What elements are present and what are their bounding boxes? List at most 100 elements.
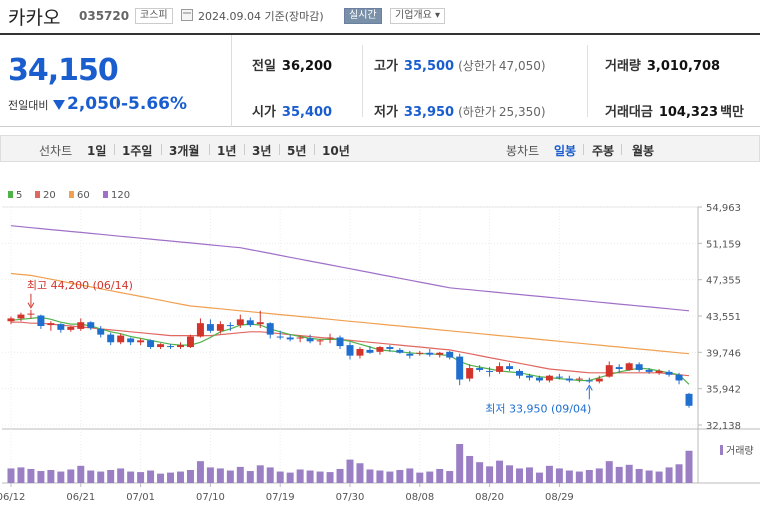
volume-bar [436, 468, 444, 483]
volume-bar [246, 471, 254, 483]
high-value: 35,500 [403, 59, 455, 74]
ma20-line [11, 321, 690, 377]
line-chart-label: 선차트 [39, 144, 73, 158]
period-3y[interactable]: 3년 [252, 144, 272, 158]
candle-body [27, 313, 35, 315]
x-tick-label: 08/20 [475, 492, 504, 503]
candle-body [346, 345, 354, 356]
candle-body [675, 374, 683, 381]
price-summary: 34,150 전일대비 2,050 -5.66% 전일 36,200 고가 35,5… [0, 33, 760, 127]
volume-bar [356, 463, 364, 483]
legend-swatch [35, 191, 40, 198]
period-divider [314, 144, 315, 155]
candle-body [436, 352, 444, 355]
period-divider [583, 144, 584, 155]
stock-header: 카카오 035720 코스피 2024.09.04 기준(장마감) 실시간 기업… [0, 0, 760, 32]
stats-divider [587, 45, 588, 117]
upper-limit-label: (상한가 [458, 59, 496, 73]
x-tick-label: 08/08 [405, 492, 434, 503]
stats-grid: 전일 36,200 고가 35,500 (상한가 47,050) 거래량 3,010,70… [232, 35, 760, 127]
candle-body [635, 364, 643, 370]
period-bar: 선차트 1일 1주일 3개월 1년 3년 5년 10년 봉차트 일봉 주봉 월봉 [0, 135, 760, 162]
volume-bar [306, 470, 314, 483]
volume-bar [655, 471, 663, 483]
volume-bar [525, 467, 533, 483]
ma60-line [10, 272, 690, 355]
volume-bar [555, 468, 563, 483]
candle-chart-label: 봉차트 [506, 144, 540, 158]
company-info-dropdown[interactable]: 기업개요 ▾ [390, 8, 445, 24]
high-label: 고가 [374, 59, 398, 74]
y-tick-label: 43,551 [706, 312, 741, 323]
period-1y[interactable]: 1년 [217, 144, 237, 158]
volume-bar [466, 455, 474, 483]
candle-body [575, 378, 583, 380]
down-arrow-icon [53, 100, 65, 110]
high-price: 고가 35,500 (상한가 47,050) [374, 55, 546, 74]
candle-body [466, 368, 474, 379]
open-value: 35,400 [281, 105, 333, 120]
legend-label: 60 [77, 190, 90, 201]
price-box: 34,150 전일대비 2,050 -5.66% [0, 35, 232, 127]
candle-daily[interactable]: 일봉 [554, 144, 577, 158]
volume-bar [575, 471, 583, 483]
candle-weekly[interactable]: 주봉 [592, 144, 615, 158]
volume-bar [605, 461, 613, 483]
candle-body [685, 393, 693, 406]
x-tick-label: 07/19 [266, 492, 295, 503]
period-10y[interactable]: 10년 [322, 144, 350, 158]
company-name: 카카오 [8, 7, 61, 29]
volume-bar [685, 450, 693, 483]
legend-swatch [8, 191, 13, 198]
volume-bar [476, 462, 484, 483]
stock-chart: 5 20 60 120 54,963 51,159 47,355 43,551 39,746 35… [0, 183, 760, 510]
period-3m[interactable]: 3개월 [169, 144, 200, 158]
volume-bar [376, 470, 384, 483]
candle-body [406, 353, 414, 356]
period-5y[interactable]: 5년 [287, 144, 307, 158]
change-value: 2,050 [67, 94, 121, 114]
y-tick-label: 35,942 [706, 385, 741, 396]
candle-body [226, 325, 234, 327]
period-divider [279, 144, 280, 155]
y-tick-label: 54,963 [706, 203, 741, 214]
realtime-button[interactable]: 실시간 [344, 8, 382, 24]
candle-body [206, 324, 214, 331]
volume-bar [316, 471, 324, 483]
calendar-icon [181, 9, 193, 21]
period-divider [209, 144, 210, 155]
candle-body [127, 338, 135, 343]
candle-body [87, 322, 95, 328]
volume-bar [157, 473, 165, 483]
volume-bar [386, 471, 394, 483]
candle-body [157, 344, 165, 348]
market-badge: 코스피 [135, 8, 173, 24]
candle-body [167, 346, 175, 348]
volume-bar [486, 466, 494, 483]
candle-body [97, 328, 105, 335]
candle-chart-svg: 5 20 60 120 54,963 51,159 47,355 43,551 39,746 35… [0, 190, 760, 503]
candle-body [107, 334, 115, 343]
candle-body [516, 370, 523, 376]
period-1d[interactable]: 1일 [87, 144, 107, 158]
volume-bar [27, 468, 35, 483]
x-tick-label: 07/10 [196, 492, 225, 503]
candle-monthly[interactable]: 월봉 [632, 144, 655, 158]
x-tick-label: 06/12 [0, 492, 25, 503]
candle-body [545, 375, 553, 381]
candle-body [137, 340, 145, 343]
stats-divider [362, 45, 363, 117]
candle-body [216, 324, 224, 331]
x-tick-label: 07/30 [336, 492, 365, 503]
volume-bar [406, 468, 414, 483]
change-label: 전일대비 [8, 99, 49, 112]
volume-bar [645, 470, 653, 483]
volume-bar [396, 470, 404, 483]
volume-bar [496, 460, 504, 483]
trade-value: 거래대금 104,323 백만 [605, 101, 744, 120]
period-divider [161, 144, 162, 155]
volume-bar [127, 471, 135, 483]
volume-bar [186, 470, 194, 483]
candle-body [496, 366, 504, 372]
period-1w[interactable]: 1주일 [122, 144, 153, 158]
